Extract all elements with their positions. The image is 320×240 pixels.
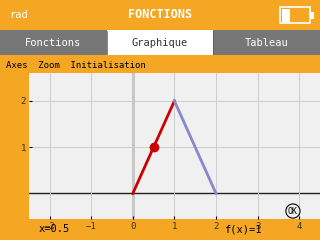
Text: Fonctions: Fonctions <box>25 38 82 48</box>
Text: Tableau: Tableau <box>245 38 289 48</box>
Text: rad: rad <box>10 10 28 20</box>
Text: Axes  Zoom  Initialisation: Axes Zoom Initialisation <box>6 60 146 70</box>
Text: OK: OK <box>288 206 298 216</box>
Bar <box>0 30 107 55</box>
Bar <box>310 12 314 19</box>
Bar <box>107 30 213 55</box>
Text: FONCTIONS: FONCTIONS <box>128 8 192 22</box>
Text: f(x)=1: f(x)=1 <box>224 224 262 234</box>
Bar <box>280 7 310 24</box>
Text: Graphique: Graphique <box>132 38 188 48</box>
Text: x=0.5: x=0.5 <box>39 224 70 234</box>
Bar <box>213 30 320 55</box>
Bar <box>282 9 290 22</box>
